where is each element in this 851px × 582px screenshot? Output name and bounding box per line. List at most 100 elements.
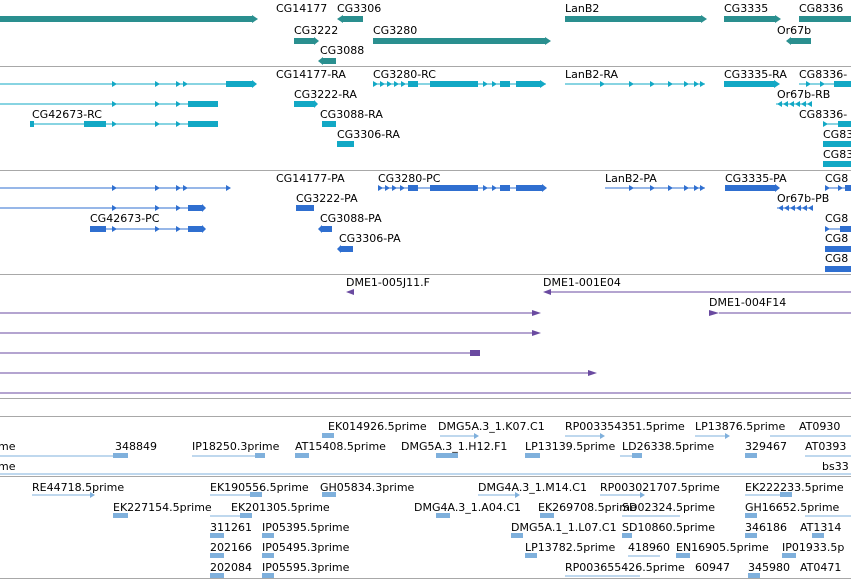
protein-feature-cg3088-pa[interactable] [318, 225, 332, 233]
protein-feature-cg8[interactable] [825, 185, 851, 191]
est-feature[interactable] [525, 553, 537, 558]
est-feature[interactable] [745, 453, 757, 458]
gene-label: LanB2 [565, 2, 599, 15]
est-label: EK269708.5prime [538, 501, 637, 514]
est-feature[interactable] [322, 492, 336, 497]
transcript-label: CG3306-PA [339, 232, 401, 245]
clone-feature-dme1-001e04[interactable] [543, 289, 851, 295]
est-label: RP003655426.5prime [565, 561, 685, 574]
transcript-feature-cg3335-ra[interactable] [724, 80, 780, 88]
transcript-feature-cg8336[interactable] [799, 81, 851, 87]
protein-feature[interactable] [0, 185, 231, 191]
protein-feature[interactable] [0, 204, 206, 212]
gene-feature[interactable] [0, 15, 258, 23]
clone-feature[interactable] [0, 370, 597, 376]
est-feature[interactable] [511, 533, 523, 538]
gene-feature-cg3335[interactable] [724, 15, 781, 23]
est-feature[interactable] [622, 533, 632, 538]
est-feature[interactable] [210, 533, 224, 538]
transcript-feature-cg83[interactable] [823, 141, 851, 147]
est-feature[interactable] [262, 533, 274, 538]
clone-feature-dme1-004f14[interactable] [709, 310, 851, 316]
est-feature[interactable] [745, 533, 757, 538]
clone-feature[interactable] [0, 310, 541, 316]
est-label: DMG5A.1_1.L07.C1 [511, 521, 617, 534]
est-label: EK190556.5prime [210, 481, 309, 494]
est-feature[interactable] [600, 492, 645, 498]
transcript-feature-cg3088-ra[interactable] [322, 121, 336, 127]
est-feature[interactable] [210, 573, 224, 578]
est-feature[interactable] [565, 433, 605, 439]
est-feature[interactable] [210, 513, 252, 518]
transcript-feature-or67b-rb[interactable] [776, 101, 812, 107]
transcript-label: Or67b-RB [777, 88, 830, 101]
transcript-feature-lanb2-ra[interactable] [565, 81, 705, 87]
protein-feature-cg3306-pa[interactable] [337, 245, 353, 253]
transcript-feature[interactable] [0, 101, 218, 107]
clone-feature[interactable] [0, 350, 480, 356]
est-feature[interactable] [192, 453, 265, 458]
transcript-track-ra [0, 80, 851, 167]
est-feature[interactable] [748, 573, 760, 578]
clone-feature[interactable] [0, 330, 541, 336]
transcript-feature-cg3222-ra[interactable] [294, 100, 318, 108]
est-feature[interactable] [695, 433, 730, 439]
gene-feature-lanb2[interactable] [565, 15, 707, 23]
est-label: EK014926.5prime [328, 420, 427, 433]
est-feature[interactable] [436, 513, 450, 518]
est-feature[interactable] [322, 433, 334, 438]
est-label: 202166 [210, 541, 252, 554]
transcript-feature-cg3280-rc[interactable] [373, 80, 546, 88]
transcript-label: CG14177-PA [276, 172, 345, 185]
est-feature[interactable] [436, 453, 458, 458]
protein-feature-cg3222-pa[interactable] [296, 205, 314, 211]
gene-feature-cg3088[interactable] [318, 57, 336, 65]
transcript-label: CG8 [825, 212, 848, 225]
est-feature[interactable] [745, 513, 757, 518]
transcript-label: CG3222-PA [296, 192, 358, 205]
gene-feature-cg8336[interactable] [799, 16, 851, 22]
transcript-label: CG14177-RA [276, 68, 346, 81]
transcript-label: CG3306-RA [337, 128, 400, 141]
est-feature[interactable] [210, 492, 262, 497]
transcript-feature-cg83[interactable] [823, 161, 851, 167]
gene-feature-cg3306[interactable] [337, 15, 363, 23]
gene-feature-or67b[interactable] [786, 37, 811, 45]
gene-feature-cg3222[interactable] [294, 37, 319, 45]
transcript-label: CG8 [825, 232, 848, 245]
est-feature[interactable] [676, 553, 690, 558]
est-feature[interactable] [295, 453, 309, 458]
transcript-label: CG42673-PC [90, 212, 160, 225]
protein-feature-lanb2-pa[interactable] [605, 185, 705, 191]
transcript-feature-cg42673-rc[interactable] [30, 121, 218, 127]
transcript-label: CG3280-RC [373, 68, 436, 81]
protein-feature-cg8[interactable] [825, 266, 851, 272]
est-feature[interactable] [32, 492, 95, 498]
est-label: LP13876.5prime [695, 420, 786, 433]
est-feature[interactable] [0, 453, 128, 458]
est-feature[interactable] [782, 553, 796, 558]
protein-feature-cg8[interactable] [825, 226, 851, 232]
est-feature[interactable] [262, 573, 274, 578]
protein-feature-cg8[interactable] [825, 246, 851, 252]
transcript-feature-cg8336[interactable] [823, 121, 851, 127]
est-feature[interactable] [113, 513, 128, 518]
est-feature[interactable] [745, 492, 792, 497]
clone-feature-dme1-005j11-f[interactable] [346, 289, 354, 295]
est-feature[interactable] [440, 433, 479, 439]
est-feature[interactable] [210, 553, 224, 558]
est-feature[interactable] [812, 533, 824, 538]
transcript-feature[interactable] [0, 80, 257, 88]
protein-feature-or67b-pb[interactable] [777, 205, 813, 211]
est-feature[interactable] [525, 453, 540, 458]
est-feature[interactable] [478, 492, 520, 498]
protein-feature-cg3335-pa[interactable] [725, 184, 780, 192]
transcript-feature-cg3306-ra[interactable] [337, 141, 354, 147]
est-feature[interactable] [540, 513, 554, 518]
protein-feature-cg3280-pc[interactable] [378, 184, 547, 192]
est-feature[interactable] [262, 553, 274, 558]
est-feature[interactable] [620, 453, 642, 458]
est-label: EN16905.5prime [676, 541, 769, 554]
protein-feature-cg42673-pc[interactable] [90, 225, 206, 233]
gene-feature-cg3280[interactable] [373, 37, 551, 45]
